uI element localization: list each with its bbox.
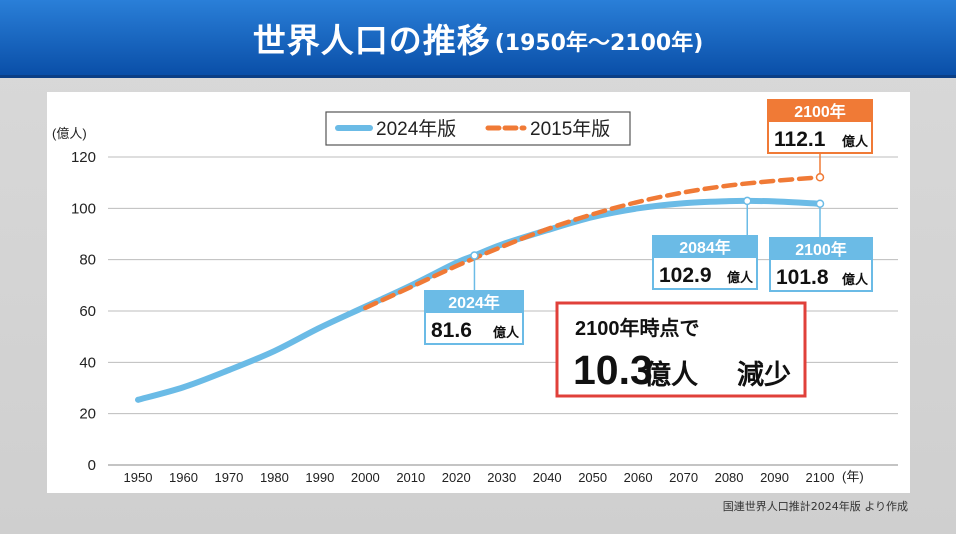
annotations: 2024年 81.6 億人 2084年 102.9 億人 2100年 101.8 億人 2100年… — [424, 99, 873, 345]
series-line-2024 — [135, 197, 823, 403]
page-subtitle: (1950年～2100年) — [494, 30, 704, 56]
x-tick-label: 2070 — [669, 470, 698, 485]
annotation-unit: 億人 — [842, 134, 869, 149]
annotation-dot — [815, 199, 825, 208]
x-axis-label: (年) — [842, 469, 864, 484]
annotation-dot — [470, 251, 479, 260]
callout-number: 10.3 — [573, 347, 653, 393]
legend: 2024年版 2015年版 — [325, 111, 631, 146]
annotation-dot — [743, 196, 752, 206]
x-tick-label: 2090 — [760, 470, 789, 485]
annotation-value: 112.1 — [774, 128, 826, 151]
x-tick-label: 2020 — [442, 470, 471, 485]
x-tick-label: 1970 — [214, 470, 243, 485]
annotation-header — [768, 100, 872, 122]
x-tick-label: 2000 — [351, 470, 380, 485]
y-tick-label: 100 — [71, 200, 96, 217]
callout-box — [555, 301, 807, 398]
header-bar: 世界人口の推移 (1950年～2100年) — [0, 0, 956, 78]
x-tick-label: 2100 — [806, 470, 835, 485]
callout-line1: 2100年時点で — [575, 316, 700, 340]
page-title: 世界人口の推移 — [252, 20, 491, 60]
y-tick-label: 60 — [79, 303, 96, 320]
x-tick-label: 2040 — [533, 470, 562, 485]
annotation-year: 2024年 — [448, 293, 500, 312]
source-note: 国連世界人口推計2024年版 より作成 — [722, 500, 908, 513]
annotation-value: 81.6 — [431, 319, 472, 342]
x-tick-label: 2060 — [624, 470, 653, 485]
y-tick-label: 40 — [79, 354, 96, 371]
x-tick-label: 2080 — [715, 470, 744, 485]
decline-callout: 2100年時点で 10.3 億人 減少 — [555, 301, 807, 398]
annotation-unit: 億人 — [727, 270, 754, 285]
callout-unit: 億人 — [644, 360, 698, 390]
annotation-year: 2100年 — [795, 240, 847, 259]
x-tick-label: 1980 — [260, 470, 289, 485]
y-tick-label: 120 — [71, 149, 96, 166]
x-tick-label: 2050 — [578, 470, 607, 485]
annotation-year: 2100年 — [794, 102, 846, 121]
x-tick-label: 1960 — [169, 470, 198, 485]
y-tick-label: 80 — [79, 252, 96, 269]
x-tick-label: 2030 — [487, 470, 516, 485]
annotation-value: 102.9 — [659, 264, 712, 287]
annotation-dot — [815, 173, 825, 182]
x-tick-label: 2010 — [396, 470, 425, 485]
annotation-header — [653, 236, 757, 258]
annotation-unit: 億人 — [842, 272, 869, 287]
series-line-2015 — [363, 175, 823, 311]
annotation-unit: 億人 — [493, 325, 520, 340]
annotation-header — [770, 238, 872, 260]
y-tick-label: 0 — [88, 457, 96, 474]
annotation-header — [425, 291, 523, 313]
series-lines — [135, 175, 823, 403]
y-tick-label: 20 — [79, 406, 96, 423]
legend-label-2015: 2015年版 — [530, 118, 610, 140]
callout-suffix: 減少 — [737, 360, 791, 390]
y-axis-label: (億人) — [52, 126, 87, 141]
legend-box — [325, 111, 631, 146]
legend-label-2024: 2024年版 — [376, 118, 456, 140]
x-tick-label: 1990 — [305, 470, 334, 485]
annotation-year: 2084年 — [679, 238, 731, 257]
annotation-value: 101.8 — [776, 266, 829, 289]
axis-labels: (億人) (年) — [52, 126, 864, 484]
x-tick-label: 1950 — [124, 470, 153, 485]
